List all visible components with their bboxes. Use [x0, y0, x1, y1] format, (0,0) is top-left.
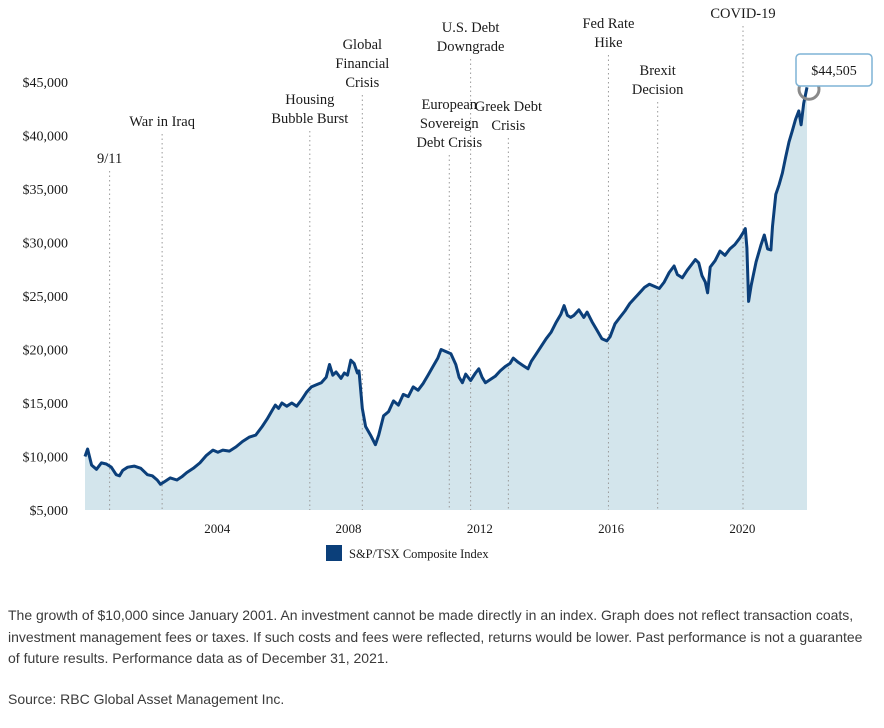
event-label: Global Financial Crisis [335, 37, 389, 91]
event-label: Housing Bubble Burst [271, 92, 348, 127]
end-value-callout: $44,505 [795, 53, 873, 101]
y-axis: $5,000 $10,000 $15,000 $20,000 $25,000 $30,00… [23, 76, 69, 519]
event-label: 9/11 [97, 151, 122, 167]
legend-label: S&P/TSX Composite Index [349, 547, 489, 561]
y-tick-label: $5,000 [30, 504, 69, 519]
series-line [83, 86, 809, 486]
y-tick-label: $45,000 [23, 76, 69, 91]
y-tick-label: $15,000 [23, 397, 69, 412]
legend-swatch [326, 545, 342, 561]
y-tick-label: $30,000 [23, 237, 69, 252]
callout-box [795, 53, 873, 87]
x-tick-label: 2004 [204, 521, 231, 536]
event-label: European Sovereign Debt Crisis [416, 97, 482, 151]
x-axis: 2004 2008 2012 2016 2020 [204, 521, 755, 536]
x-tick-label: 2020 [729, 521, 755, 536]
chart-footnote: The growth of $10,000 since January 2001… [8, 607, 863, 666]
series-area [85, 87, 807, 511]
x-tick-label: 2012 [467, 521, 493, 536]
y-tick-label: $40,000 [23, 130, 69, 145]
event-label: U.S. Debt Downgrade [437, 20, 505, 55]
event-label: War in Iraq [129, 114, 195, 130]
source-line: Source: RBC Global Asset Management Inc. [8, 691, 285, 707]
event-label: COVID-19 [710, 6, 775, 22]
growth-chart: $5,000 $10,000 $15,000 $20,000 $25,000 $30,00… [23, 6, 873, 561]
y-tick-label: $25,000 [23, 290, 69, 305]
event-label: Brexit Decision [632, 63, 684, 98]
event-lines [109, 26, 744, 510]
x-tick-label: 2008 [336, 521, 362, 536]
event-labels: 9/11 War in Iraq Housing Bubble BurstGlobal… [97, 6, 776, 167]
x-tick-label: 2016 [598, 521, 625, 536]
event-label: Greek Debt Crisis [475, 99, 542, 134]
legend: S&P/TSX Composite Index [326, 545, 489, 561]
event-label: Fed Rate Hike [582, 16, 634, 51]
y-tick-label: $20,000 [23, 344, 69, 359]
callout-value: $44,505 [811, 64, 857, 79]
y-tick-label: $35,000 [23, 183, 69, 198]
y-tick-label: $10,000 [23, 451, 69, 466]
